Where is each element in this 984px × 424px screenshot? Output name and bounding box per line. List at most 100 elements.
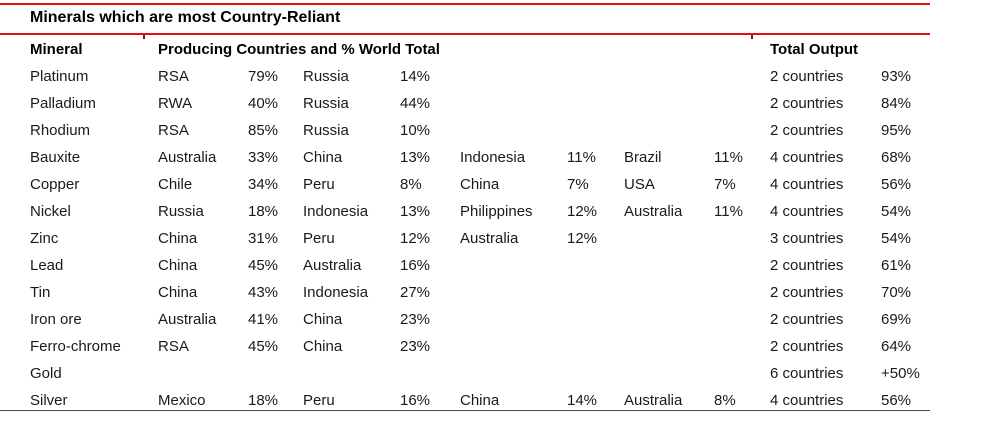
table-row: Rhodium RSA 85% Russia 10% 2 countries 95% (30, 117, 970, 144)
cell-pct: 64% (881, 338, 912, 355)
cell-count: 2 countries (770, 95, 844, 112)
cell-mineral: Bauxite (30, 149, 81, 166)
cell-c1: China (158, 257, 198, 274)
table-row: Copper Chile 34% Peru 8% China 7% USA 7% 4 countr… (30, 171, 970, 198)
cell-count: 3 countries (770, 230, 844, 247)
cell-p1: 79% (248, 68, 279, 85)
table-row: Iron ore Australia 41% China 23% 2 countries 6… (30, 306, 970, 333)
cell-c4: Australia (624, 392, 683, 409)
cell-p1: 18% (248, 392, 279, 409)
cell-p2: 16% (400, 257, 431, 274)
cell-p2: 27% (400, 284, 431, 301)
cell-c1: RSA (158, 68, 189, 85)
cell-pct: 54% (881, 203, 912, 220)
cell-mineral: Lead (30, 257, 64, 274)
cell-c2: Russia (303, 68, 349, 85)
cell-c3: Indonesia (460, 149, 526, 166)
cell-count: 6 countries (770, 365, 844, 382)
cell-mineral: Rhodium (30, 122, 91, 139)
cell-c1: Australia (158, 149, 217, 166)
cell-mineral: Platinum (30, 68, 89, 85)
cell-p1: 45% (248, 257, 279, 274)
cell-count: 2 countries (770, 122, 844, 139)
cell-p1: 85% (248, 122, 279, 139)
cell-p4: 7% (714, 176, 736, 193)
cell-count: 2 countries (770, 338, 844, 355)
minerals-table: Mineral Producing Countries and % World … (30, 36, 970, 414)
cell-p2: 8% (400, 176, 422, 193)
cell-p2: 16% (400, 392, 431, 409)
cell-c4: Brazil (624, 149, 662, 166)
cell-p2: 23% (400, 338, 431, 355)
table-row: Tin China 43% Indonesia 27% 2 countries 70% (30, 279, 970, 306)
top-rule (0, 3, 930, 5)
cell-c2: Indonesia (303, 203, 369, 220)
cell-c2: Indonesia (303, 284, 369, 301)
table-row: Silver Mexico 18% Peru 16% China 14% Australia 8… (30, 387, 970, 414)
cell-c3: Australia (460, 230, 519, 247)
cell-c2: China (303, 311, 343, 328)
cell-pct: +50% (881, 365, 920, 382)
cell-pct: 56% (881, 392, 912, 409)
cell-c3: China (460, 176, 500, 193)
cell-c2: Peru (303, 392, 335, 409)
cell-mineral: Ferro-chrome (30, 338, 121, 355)
cell-count: 2 countries (770, 68, 844, 85)
cell-p3: 14% (567, 392, 598, 409)
cell-p1: 43% (248, 284, 279, 301)
cell-mineral: Copper (30, 176, 80, 193)
cell-c2: Peru (303, 230, 335, 247)
cell-c1: Chile (158, 176, 193, 193)
header-total-output: Total Output (770, 41, 859, 58)
cell-pct: 68% (881, 149, 912, 166)
table-body: Platinum RSA 79% Russia 14% 2 countries 93% Pal… (30, 63, 970, 414)
table-row: Nickel Russia 18% Indonesia 13% Philippines 12… (30, 198, 970, 225)
cell-c2: China (303, 338, 343, 355)
table-row: Lead China 45% Australia 16% 2 countries 61% (30, 252, 970, 279)
cell-pct: 93% (881, 68, 912, 85)
cell-c3: Philippines (460, 203, 533, 220)
title-underline-rule (0, 33, 930, 35)
cell-p4: 11% (714, 203, 743, 220)
cell-mineral: Nickel (30, 203, 71, 220)
cell-p1: 34% (248, 176, 279, 193)
cell-c1: Russia (158, 203, 204, 220)
cell-mineral: Zinc (30, 230, 59, 247)
cell-c1: RSA (158, 338, 189, 355)
cell-mineral: Palladium (30, 95, 96, 112)
cell-pct: 54% (881, 230, 912, 247)
table-header-row: Mineral Producing Countries and % World … (30, 36, 970, 63)
cell-pct: 69% (881, 311, 912, 328)
cell-c2: China (303, 149, 343, 166)
cell-count: 4 countries (770, 149, 844, 166)
cell-p1: 40% (248, 95, 279, 112)
cell-pct: 84% (881, 95, 912, 112)
cell-count: 4 countries (770, 392, 844, 409)
cell-p1: 45% (248, 338, 279, 355)
cell-mineral: Silver (30, 392, 68, 409)
cell-p2: 14% (400, 68, 431, 85)
cell-p1: 31% (248, 230, 279, 247)
cell-c1: RWA (158, 95, 193, 112)
cell-p3: 12% (567, 203, 598, 220)
cell-count: 2 countries (770, 257, 844, 274)
cell-count: 2 countries (770, 284, 844, 301)
cell-p2: 23% (400, 311, 431, 328)
cell-pct: 61% (881, 257, 912, 274)
cell-count: 2 countries (770, 311, 844, 328)
cell-count: 4 countries (770, 176, 844, 193)
cell-mineral: Iron ore (30, 311, 82, 328)
cell-mineral: Gold (30, 365, 62, 382)
cell-p4: 8% (714, 392, 736, 409)
column-boundary-tick (751, 35, 753, 39)
cell-p2: 13% (400, 149, 431, 166)
cell-c2: Australia (303, 257, 362, 274)
cell-p3: 12% (567, 230, 598, 247)
cell-p2: 13% (400, 203, 431, 220)
cell-c1: RSA (158, 122, 189, 139)
column-boundary-tick (143, 35, 145, 39)
table-row: Platinum RSA 79% Russia 14% 2 countries 93% (30, 63, 970, 90)
cell-p3: 7% (567, 176, 589, 193)
cell-p1: 41% (248, 311, 279, 328)
